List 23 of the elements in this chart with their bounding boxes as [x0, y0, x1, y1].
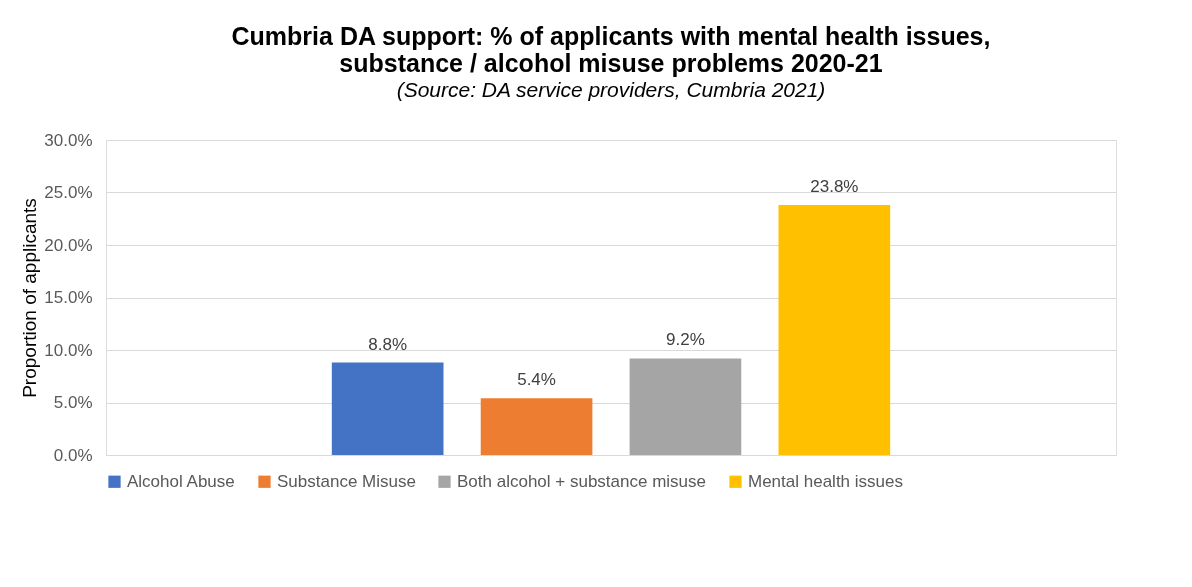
- y-tick-label: 20.0%: [44, 235, 93, 255]
- y-tick-label: 25.0%: [44, 183, 93, 202]
- bar: [331, 362, 444, 455]
- legend-label: Mental health issues: [748, 471, 903, 491]
- bar: [778, 205, 891, 455]
- legend-label: Both alcohol + substance misuse: [457, 471, 707, 491]
- data-label: 23.8%: [810, 177, 859, 197]
- text: substance / alcohol misuse problems 2020-21: [339, 49, 883, 77]
- data-label: 9.2%: [666, 330, 705, 350]
- text: Cumbria DA support: % of applicants with mental health issues,: [231, 22, 991, 50]
- bar: [629, 358, 742, 455]
- data-label: 5.4%: [517, 370, 556, 390]
- y-tick-label: 30.0%: [44, 130, 93, 150]
- y-tick-label: 0.0%: [53, 445, 93, 465]
- legend-label: Alcohol Abuse: [127, 471, 235, 491]
- legend-label: Substance Misuse: [277, 471, 416, 491]
- data-label: 8.8%: [368, 334, 408, 354]
- bar: [480, 398, 593, 455]
- y-tick-label: 15.0%: [44, 288, 93, 307]
- y-axis-title: Proportion of applicants: [19, 198, 41, 398]
- y-tick-label: 10.0%: [44, 340, 93, 360]
- chart-subtitle: (Source: DA service providers, Cumbria 2021): [396, 78, 826, 101]
- y-tick-label: 5.0%: [53, 393, 93, 412]
